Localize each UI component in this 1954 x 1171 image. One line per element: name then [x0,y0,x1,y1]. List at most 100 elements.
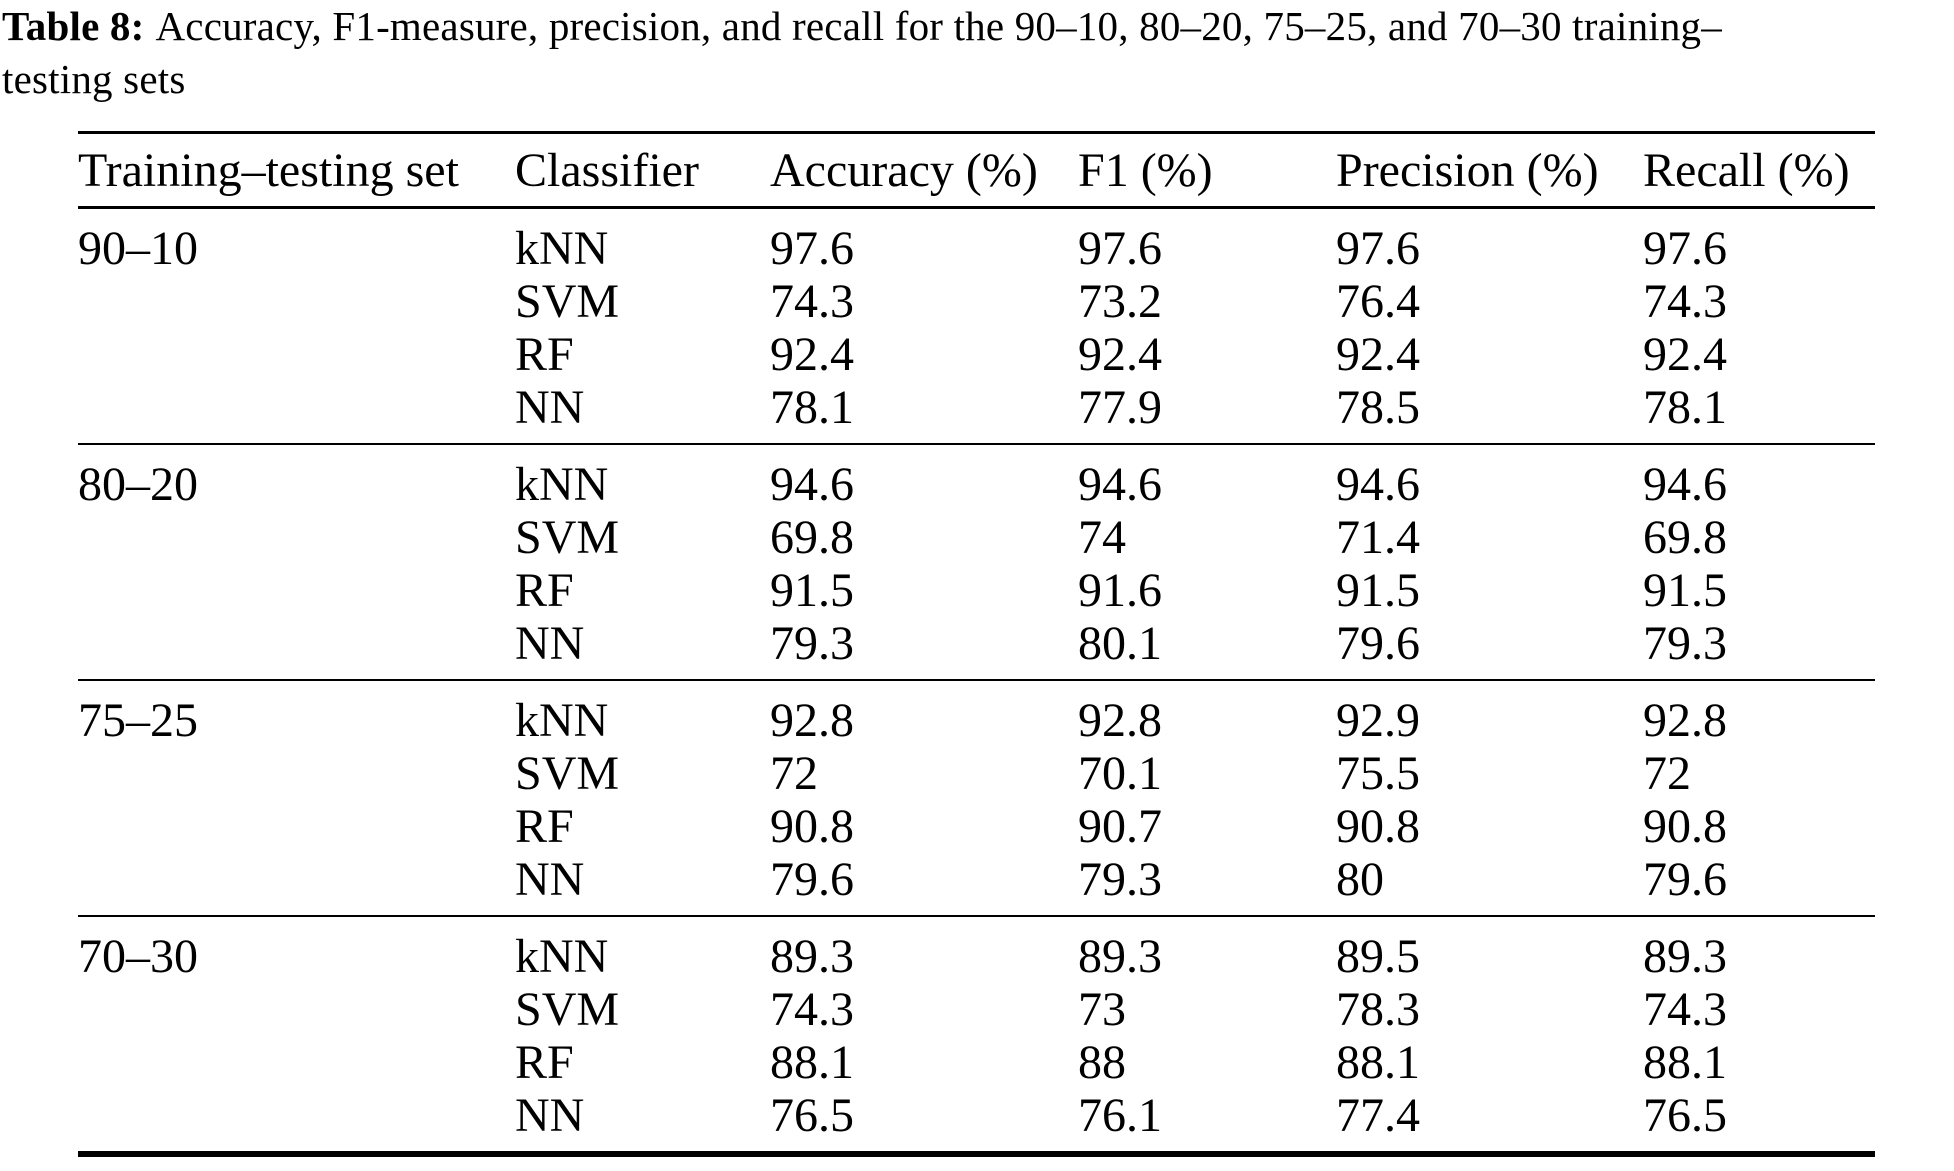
value-cell: 69.8 [1643,511,1727,564]
column-header-accuracy: Accuracy (%) [770,143,1038,197]
value-cell: 97.6 [1336,222,1420,275]
row-group-2: 75–25 kNN 92.8 92.8 92.9 92.8 SVM 72 70.1 75.5 72 R… [78,680,1875,916]
value-cell: 76.5 [1643,1089,1727,1142]
value-cell: 91.6 [1078,564,1162,617]
value-cell: 94.6 [1078,458,1162,511]
value-cell: 79.6 [770,853,854,906]
value-cell: 92.4 [1336,328,1420,381]
value-cell: 89.3 [1643,930,1727,983]
value-cell: 80.1 [1078,617,1162,670]
training-testing-set-cell: 70–30 [78,930,198,983]
results-table: Training–testing set Classifier Accuracy… [78,131,1875,1157]
value-cell: 76.5 [770,1089,854,1142]
classifier-cell: RF [515,328,574,381]
value-cell: 92.8 [1078,694,1162,747]
table-row: 75–25 kNN 92.8 92.8 92.9 92.8 [78,680,1875,747]
value-cell: 73.2 [1078,275,1162,328]
table-row: SVM 74.3 73.2 76.4 74.3 [78,275,1875,328]
value-cell: 78.1 [770,381,854,434]
value-cell: 92.4 [1078,328,1162,381]
value-cell: 72 [770,747,818,800]
table-row: RF 88.1 88 88.1 88.1 [78,1036,1875,1089]
value-cell: 88.1 [1336,1036,1420,1089]
table-row: NN 79.6 79.3 80 79.6 [78,853,1875,916]
classifier-cell: kNN [515,694,609,747]
value-cell: 77.9 [1078,381,1162,434]
value-cell: 74.3 [770,983,854,1036]
value-cell: 90.7 [1078,800,1162,853]
value-cell: 69.8 [770,511,854,564]
table-row: 80–20 kNN 94.6 94.6 94.6 94.6 [78,444,1875,511]
value-cell: 79.3 [1643,617,1727,670]
classifier-cell: NN [515,617,585,670]
value-cell: 74.3 [1643,275,1727,328]
table-row: NN 76.5 76.1 77.4 76.5 [78,1089,1875,1154]
column-header-training-testing-set: Training–testing set [78,143,459,197]
table-row: 90–10 kNN 97.6 97.6 97.6 97.6 [78,208,1875,276]
classifier-cell: kNN [515,458,609,511]
column-header-precision: Precision (%) [1336,143,1599,197]
classifier-cell: NN [515,381,585,434]
row-group-1: 80–20 kNN 94.6 94.6 94.6 94.6 SVM 69.8 74 71.4 69.… [78,444,1875,680]
value-cell: 94.6 [1336,458,1420,511]
value-cell: 71.4 [1336,511,1420,564]
value-cell: 97.6 [770,222,854,275]
column-header-classifier: Classifier [515,143,699,197]
classifier-cell: RF [515,564,574,617]
value-cell: 88.1 [770,1036,854,1089]
value-cell: 78.1 [1643,381,1727,434]
caption-text-line2: testing sets [2,56,186,102]
column-header-recall: Recall (%) [1643,143,1850,197]
value-cell: 70.1 [1078,747,1162,800]
table-row: SVM 69.8 74 71.4 69.8 [78,511,1875,564]
caption-text-line1: Accuracy, F1-measure, precision, and rec… [155,3,1722,49]
value-cell: 73 [1078,983,1126,1036]
training-testing-set-cell: 80–20 [78,458,198,511]
value-cell: 74.3 [1643,983,1727,1036]
classifier-cell: SVM [515,983,620,1036]
classifier-cell: NN [515,1089,585,1142]
value-cell: 79.3 [1078,853,1162,906]
value-cell: 79.3 [770,617,854,670]
table-row: RF 91.5 91.6 91.5 91.5 [78,564,1875,617]
table-row: SVM 72 70.1 75.5 72 [78,747,1875,800]
value-cell: 79.6 [1643,853,1727,906]
table-row: SVM 74.3 73 78.3 74.3 [78,983,1875,1036]
training-testing-set-cell: 75–25 [78,694,198,747]
value-cell: 94.6 [1643,458,1727,511]
table-caption: Table 8: Accuracy, F1-measure, precision,… [2,0,1952,106]
row-group-0: 90–10 kNN 97.6 97.6 97.6 97.6 SVM 74.3 73.2 76.4 7… [78,208,1875,444]
classifier-cell: kNN [515,930,609,983]
value-cell: 97.6 [1643,222,1727,275]
value-cell: 89.5 [1336,930,1420,983]
classifier-cell: RF [515,800,574,853]
value-cell: 74.3 [770,275,854,328]
value-cell: 92.8 [770,694,854,747]
classifier-cell: SVM [515,511,620,564]
caption-label: Table 8: [2,3,145,49]
classifier-cell: SVM [515,275,620,328]
value-cell: 92.4 [770,328,854,381]
value-cell: 94.6 [770,458,854,511]
value-cell: 80 [1336,853,1384,906]
value-cell: 91.5 [770,564,854,617]
table-header: Training–testing set Classifier Accuracy… [78,133,1875,208]
header-row: Training–testing set Classifier Accuracy… [78,133,1875,208]
value-cell: 89.3 [1078,930,1162,983]
value-cell: 91.5 [1336,564,1420,617]
value-cell: 79.6 [1336,617,1420,670]
value-cell: 91.5 [1643,564,1727,617]
value-cell: 92.4 [1643,328,1727,381]
table-row: 70–30 kNN 89.3 89.3 89.5 89.3 [78,916,1875,983]
value-cell: 88 [1078,1036,1126,1089]
value-cell: 78.5 [1336,381,1420,434]
classifier-cell: SVM [515,747,620,800]
value-cell: 97.6 [1078,222,1162,275]
value-cell: 92.8 [1643,694,1727,747]
table-row: RF 90.8 90.7 90.8 90.8 [78,800,1875,853]
value-cell: 88.1 [1643,1036,1727,1089]
training-testing-set-cell: 90–10 [78,222,198,275]
table-row: NN 78.1 77.9 78.5 78.1 [78,381,1875,444]
table-row: RF 92.4 92.4 92.4 92.4 [78,328,1875,381]
value-cell: 90.8 [1336,800,1420,853]
